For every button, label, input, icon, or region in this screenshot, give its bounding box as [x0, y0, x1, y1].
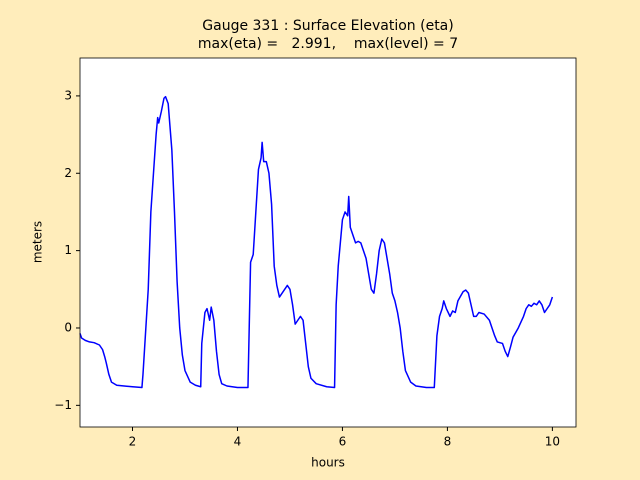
plot-area [80, 58, 576, 427]
chart-subtitle: max(eta) = 2.991, max(level) = 7 [198, 36, 458, 52]
chart-title: Gauge 331 : Surface Elevation (eta) [202, 18, 453, 34]
y-tick-label: 3 [64, 88, 72, 102]
y-tick-label: −1 [54, 398, 72, 412]
y-tick-label: 1 [64, 243, 72, 257]
x-tick-label: 6 [339, 435, 347, 449]
y-tick-label: 0 [64, 320, 72, 334]
axes-frame [79, 57, 577, 428]
x-axis-label: hours [311, 456, 345, 470]
x-tick-label: 4 [234, 435, 242, 449]
x-tick-label: 10 [545, 435, 560, 449]
data-line [79, 95, 554, 389]
x-tick-label: 2 [129, 435, 137, 449]
y-tick-label: 2 [64, 166, 72, 180]
y-axis-label: meters [31, 221, 45, 263]
x-tick-label: 8 [444, 435, 452, 449]
